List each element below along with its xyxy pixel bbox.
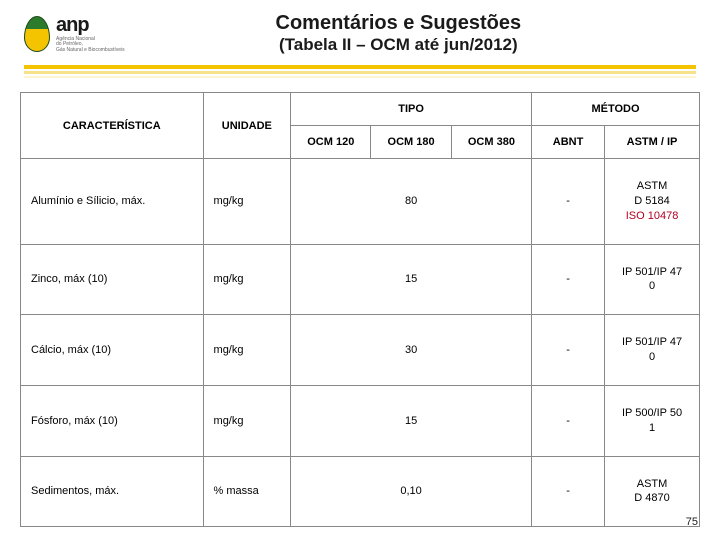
th-tipo: TIPO [291, 93, 532, 126]
cell-astm: IP 501/IP 47 0 [605, 315, 700, 386]
astm-line1: IP 501/IP 47 [611, 335, 693, 350]
th-unidade: UNIDADE [203, 93, 291, 159]
logo-sub-line3: Gás Natural e Biocombustíveis [56, 48, 125, 54]
page-number: 75 [686, 516, 698, 528]
cell-tipo: 80 [291, 159, 532, 245]
astm-line2: 1 [611, 421, 693, 436]
logo-brand: anp [56, 14, 125, 37]
th-ocm380: OCM 380 [451, 126, 531, 159]
th-ocm120: OCM 120 [291, 126, 371, 159]
title-block: Comentários e Sugestões (Tabela II – OCM… [141, 12, 696, 55]
astm-line2: 0 [611, 279, 693, 294]
cell-tipo: 30 [291, 315, 532, 386]
title-main: Comentários e Sugestões [141, 12, 656, 35]
cell-car: Fósforo, máx (10) [21, 385, 204, 456]
astm-line1: ASTM [611, 179, 693, 194]
title-sub: (Tabela II – OCM até jun/2012) [141, 35, 656, 55]
table-row: Zinco, máx (10) mg/kg 15 - IP 501/IP 47 … [21, 244, 700, 315]
cell-uni: mg/kg [203, 244, 291, 315]
divider-bars [24, 65, 696, 78]
astm-line1: IP 500/IP 50 [611, 406, 693, 421]
th-caracteristica: CARACTERÍSTICA [21, 93, 204, 159]
drop-icon [24, 16, 50, 52]
astm-line2: 0 [611, 350, 693, 365]
cell-abnt: - [532, 315, 605, 386]
cell-car: Cálcio, máx (10) [21, 315, 204, 386]
logo-text: anp Agência Nacional do Petróleo, Gás Na… [56, 14, 125, 54]
cell-car: Alumínio e Sílicio, máx. [21, 159, 204, 245]
cell-tipo: 15 [291, 244, 532, 315]
header: anp Agência Nacional do Petróleo, Gás Na… [0, 0, 720, 61]
cell-uni: % massa [203, 456, 291, 527]
cell-abnt: - [532, 159, 605, 245]
cell-uni: mg/kg [203, 315, 291, 386]
cell-astm: IP 501/IP 47 0 [605, 244, 700, 315]
table-row: Alumínio e Sílicio, máx. mg/kg 80 - ASTM… [21, 159, 700, 245]
table-head: CARACTERÍSTICA UNIDADE TIPO MÉTODO OCM 1… [21, 93, 700, 159]
astm-line1: IP 501/IP 47 [611, 265, 693, 280]
cell-tipo: 15 [291, 385, 532, 456]
astm-line3: ISO 10478 [611, 209, 693, 224]
astm-line1: ASTM [611, 477, 693, 492]
spec-table: CARACTERÍSTICA UNIDADE TIPO MÉTODO OCM 1… [20, 92, 700, 527]
table-row: Fósforo, máx (10) mg/kg 15 - IP 500/IP 5… [21, 385, 700, 456]
cell-uni: mg/kg [203, 385, 291, 456]
table-row: Cálcio, máx (10) mg/kg 30 - IP 501/IP 47… [21, 315, 700, 386]
astm-line2: D 4870 [611, 491, 693, 506]
cell-abnt: - [532, 385, 605, 456]
content: CARACTERÍSTICA UNIDADE TIPO MÉTODO OCM 1… [0, 92, 720, 527]
cell-astm: ASTM D 5184 ISO 10478 [605, 159, 700, 245]
th-abnt: ABNT [532, 126, 605, 159]
cell-car: Zinco, máx (10) [21, 244, 204, 315]
cell-astm: IP 500/IP 50 1 [605, 385, 700, 456]
table-row: Sedimentos, máx. % massa 0,10 - ASTM D 4… [21, 456, 700, 527]
cell-tipo: 0,10 [291, 456, 532, 527]
astm-line2: D 5184 [611, 194, 693, 209]
table-body: Alumínio e Sílicio, máx. mg/kg 80 - ASTM… [21, 159, 700, 527]
cell-car: Sedimentos, máx. [21, 456, 204, 527]
th-ocm180: OCM 180 [371, 126, 451, 159]
th-astm-ip: ASTM / IP [605, 126, 700, 159]
cell-abnt: - [532, 456, 605, 527]
cell-abnt: - [532, 244, 605, 315]
anp-logo: anp Agência Nacional do Petróleo, Gás Na… [24, 14, 125, 54]
cell-uni: mg/kg [203, 159, 291, 245]
th-metodo: MÉTODO [532, 93, 700, 126]
